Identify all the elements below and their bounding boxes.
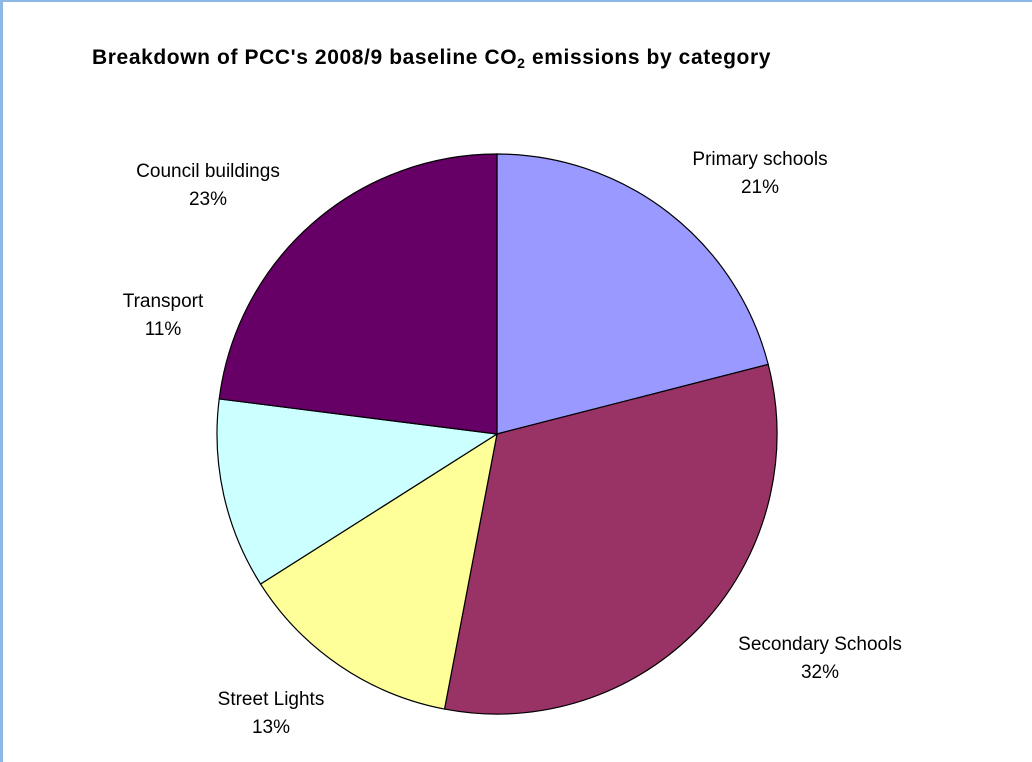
slice-label-value-primary-schools: 21% bbox=[741, 177, 779, 198]
slice-label-value-transport: 11% bbox=[145, 319, 182, 340]
slice-label-value-council-buildings: 23% bbox=[189, 189, 227, 210]
slice-label-name-secondary-schools: Secondary Schools bbox=[738, 634, 902, 655]
frame-border-top bbox=[0, 0, 1032, 2]
pie-slice-primary-schools bbox=[496, 153, 769, 435]
pie-slice-council-buildings bbox=[218, 153, 498, 435]
slice-label-value-street-lights: 13% bbox=[252, 717, 290, 738]
slice-label-name-primary-schools: Primary schools bbox=[692, 149, 827, 170]
slice-label-name-council-buildings: Council buildings bbox=[136, 161, 280, 182]
slice-label-value-secondary-schools: 32% bbox=[801, 662, 839, 683]
slice-label-name-transport: Transport bbox=[123, 291, 204, 312]
chart-title-main: Breakdown of PCC's 2008/9 baseline CO bbox=[92, 46, 518, 69]
pie-slice-transport bbox=[216, 398, 499, 585]
pie-slice-street-lights bbox=[259, 432, 498, 710]
chart-title: Breakdown of PCC's 2008/9 baseline CO2 e… bbox=[92, 46, 1032, 71]
frame-border-left bbox=[0, 0, 3, 762]
chart-title-subscript: 2 bbox=[517, 55, 526, 71]
chart-title-end: emissions by category bbox=[525, 46, 772, 69]
slice-label-name-street-lights: Street Lights bbox=[218, 689, 325, 710]
pie-slice-secondary-schools bbox=[443, 363, 778, 715]
